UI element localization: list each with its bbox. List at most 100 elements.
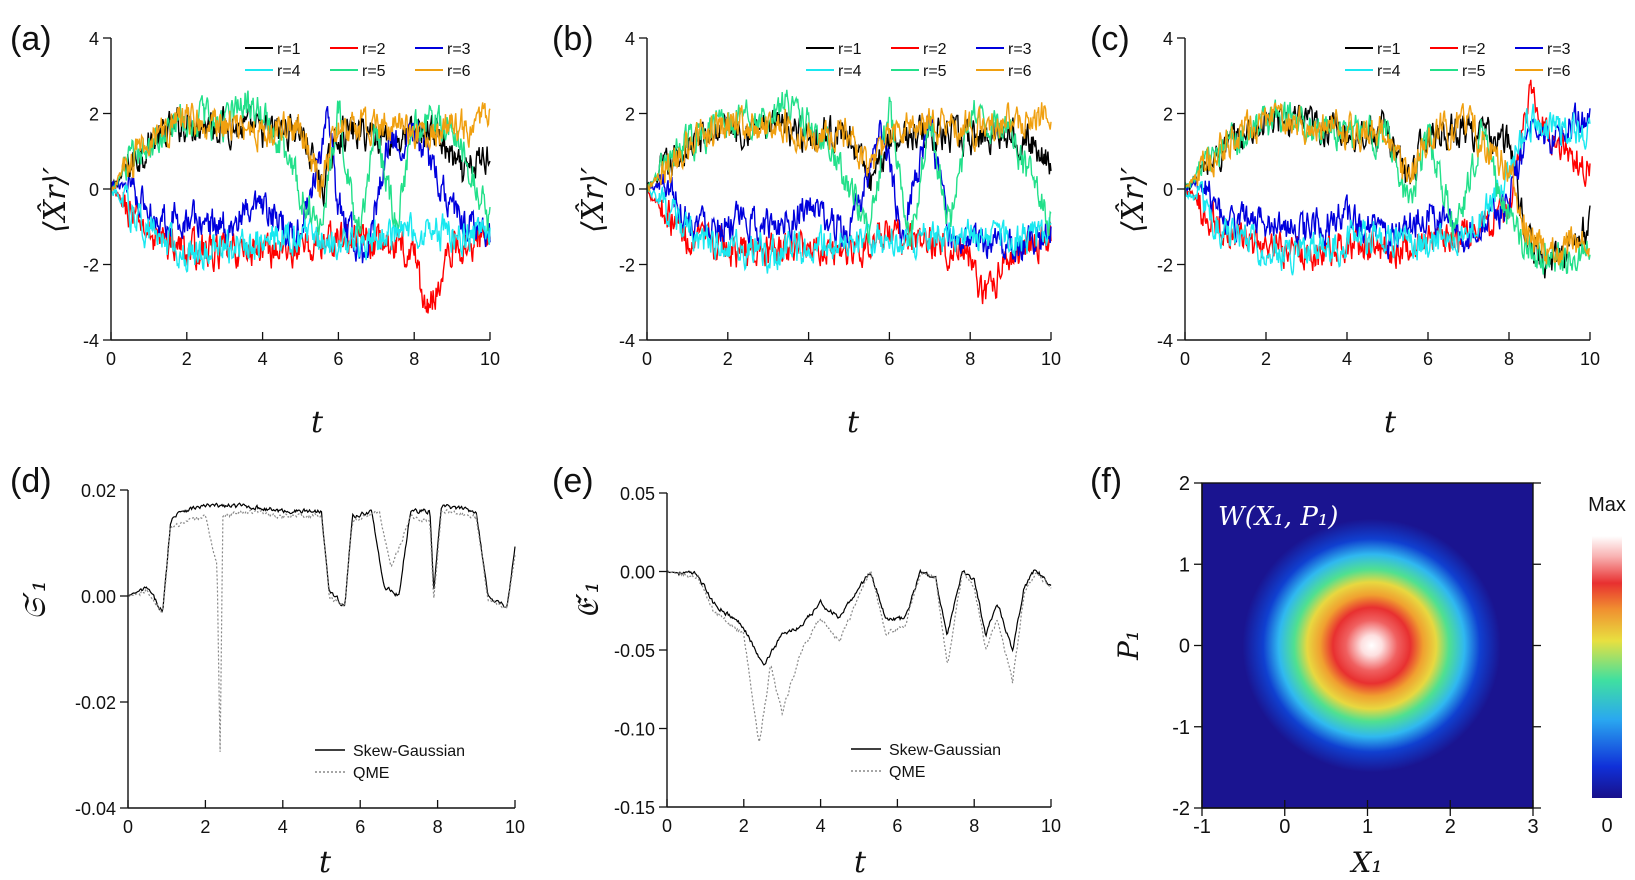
x-tick-label: 6: [892, 816, 902, 836]
legend-label: r=3: [1547, 41, 1571, 58]
panel-label-e: (e): [552, 462, 594, 500]
y-tick-label: 0: [89, 180, 99, 200]
y-tick-label: -2: [83, 256, 99, 276]
legend-label: r=4: [277, 63, 301, 80]
legend-label: r=4: [838, 63, 862, 80]
axes-c: 0 2 4 6 8 10 -4 -2 0 2 4: [1157, 29, 1600, 369]
series-line-e-skew-gaussian: [666, 568, 1052, 666]
colorbar-min-label: 0: [1601, 815, 1612, 837]
series-line-e-qme: [666, 569, 1052, 742]
x-tick-label: 2: [739, 816, 749, 836]
chart-a: 0 2 4 6 8 10 -4 -2 0 2 4 r=1 r=2 r=3 r=4 r=5 r=6: [83, 29, 500, 369]
y-tick-label: -0.05: [614, 641, 655, 661]
x-tick-label: 8: [969, 816, 979, 836]
legend-label: Skew-Gaussian: [353, 743, 465, 760]
x-tick-label: 10: [1041, 349, 1061, 369]
y-tick-label: 4: [1163, 29, 1173, 49]
x-tick-label: 8: [409, 349, 419, 369]
xlabel-f: X₁: [1349, 846, 1382, 879]
x-tick-label: 0: [1180, 349, 1190, 369]
legend-label: r=4: [1377, 63, 1401, 80]
panel-label-f: (f): [1090, 462, 1122, 500]
y-tick-label: -0.15: [614, 798, 655, 818]
legend-label: r=2: [362, 41, 386, 58]
xlabel-b: t: [847, 405, 860, 440]
legend-label: r=3: [447, 41, 471, 58]
heatmap-inset-label: W(X₁, P₁): [1218, 502, 1338, 532]
x-tick-label: -1: [1193, 816, 1211, 838]
legend-label: r=1: [1377, 41, 1401, 58]
y-tick-label: 2: [1163, 105, 1173, 125]
legend-label: r=6: [447, 63, 471, 80]
y-tick-label: -0.10: [614, 720, 655, 740]
y-tick-label: 4: [625, 29, 635, 49]
x-tick-label: 1: [1362, 816, 1373, 838]
x-tick-label: 0: [123, 817, 133, 837]
legend-label: r=5: [923, 63, 947, 80]
panel-label-a: (a): [10, 20, 52, 58]
y-tick-label: -4: [1157, 331, 1173, 351]
x-tick-label: 0: [642, 349, 652, 369]
x-tick-label: 8: [965, 349, 975, 369]
axes-a: 0 2 4 6 8 10 -4 -2 0 2 4: [83, 29, 500, 369]
x-tick-label: 3: [1527, 816, 1538, 838]
series-line-b-r-6: [646, 102, 1052, 192]
x-tick-label: 2: [182, 349, 192, 369]
y-tick-label: 0: [1163, 180, 1173, 200]
x-tick-label: 0: [106, 349, 116, 369]
xlabel-e: t: [854, 845, 867, 880]
y-tick-label: 2: [625, 105, 635, 125]
x-tick-label: 10: [480, 349, 500, 369]
y-tick-label: 0: [1179, 636, 1190, 658]
legend-label: QME: [353, 765, 389, 782]
series-line-b-r-4: [646, 186, 1052, 274]
x-tick-label: 6: [1423, 349, 1433, 369]
series-line-b-r-5: [646, 89, 1052, 247]
y-tick-label: -0.02: [75, 693, 116, 713]
colorbar: [1592, 536, 1622, 798]
series-line-c-r-3: [1184, 102, 1591, 260]
y-tick-label: 0.00: [81, 587, 116, 607]
ylabel-d: 𝔖′₁: [18, 580, 53, 620]
legend-label: r=2: [1462, 41, 1486, 58]
y-tick-label: 2: [89, 105, 99, 125]
x-tick-label: 2: [200, 817, 210, 837]
x-tick-label: 6: [333, 349, 343, 369]
y-tick-label: 0: [625, 180, 635, 200]
legend-label: r=1: [838, 41, 862, 58]
legend-label: Skew-Gaussian: [889, 742, 1001, 759]
series-line-a-r-6: [110, 102, 491, 200]
y-tick-label: -2: [1172, 798, 1190, 820]
y-tick-label: -1: [1172, 717, 1190, 739]
chart-c: 0 2 4 6 8 10 -4 -2 0 2 4 r=1 r=2 r=3 r=4 r=5 r=6: [1157, 29, 1600, 369]
y-tick-label: -4: [83, 331, 99, 351]
series-line-c-r-2: [1184, 79, 1591, 271]
x-tick-label: 8: [433, 817, 443, 837]
ylabel-e: 𝔈′₁: [571, 581, 606, 618]
x-tick-label: 8: [1504, 349, 1514, 369]
y-tick-label: 1: [1179, 554, 1190, 576]
legend-label: r=6: [1547, 63, 1571, 80]
panel-label-d: (d): [10, 462, 52, 500]
ylabel-c: ⟨X̂r⟩′: [1116, 167, 1151, 233]
y-tick-label: 4: [89, 29, 99, 49]
ylabel-b: ⟨X̂r⟩′: [576, 167, 611, 233]
xlabel-d: t: [319, 845, 332, 880]
panel-label-b: (b): [552, 20, 594, 58]
y-tick-label: 0.05: [620, 484, 655, 504]
series-line-a-r-4: [110, 183, 491, 273]
legend-label: r=1: [277, 41, 301, 58]
colorbar-max-label: Max: [1588, 494, 1626, 516]
x-tick-label: 10: [1580, 349, 1600, 369]
ylabel-a: ⟨X̂r⟩′: [38, 167, 73, 233]
x-tick-label: 6: [884, 349, 894, 369]
x-tick-label: 10: [505, 817, 525, 837]
axes-e: 0 2 4 6 8 10 -0.15 -0.10 -0.05 0.00 0.05: [614, 484, 1061, 836]
x-tick-label: 2: [1445, 816, 1456, 838]
axes-b: 0 2 4 6 8 10 -4 -2 0 2 4: [619, 29, 1061, 369]
y-tick-label: -2: [619, 256, 635, 276]
y-tick-label: -4: [619, 331, 635, 351]
legend-label: r=5: [1462, 63, 1486, 80]
